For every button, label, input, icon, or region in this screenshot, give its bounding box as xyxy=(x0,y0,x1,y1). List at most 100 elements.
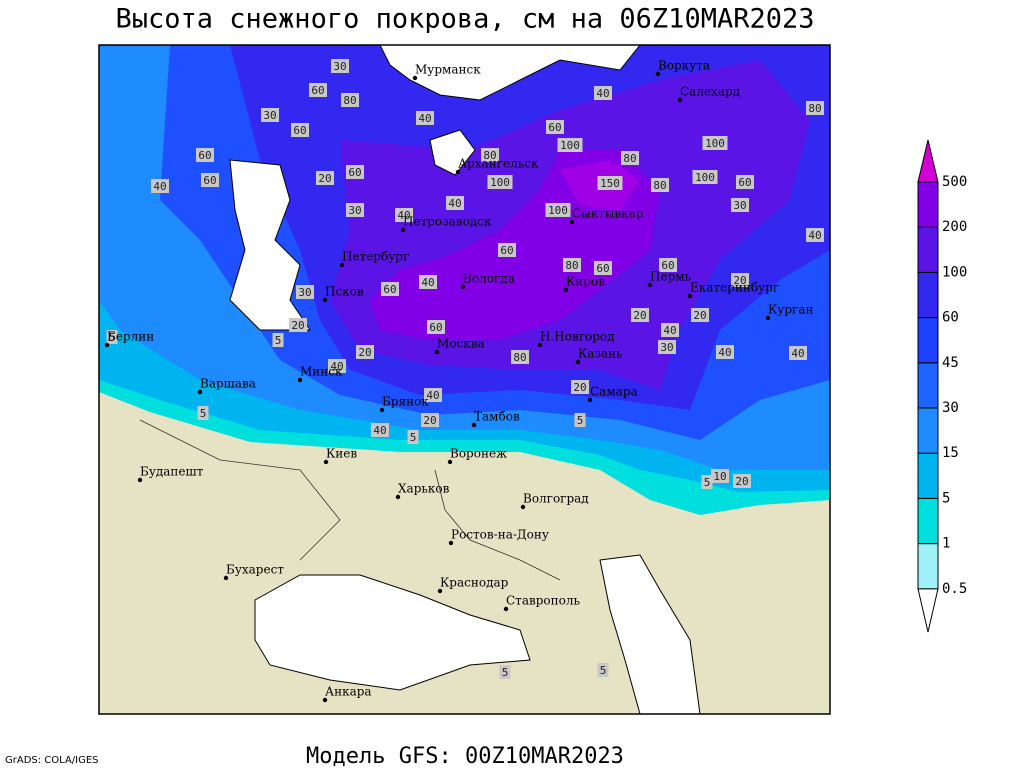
contour-label: 30 xyxy=(333,60,346,73)
legend-cap xyxy=(917,139,939,183)
contour-label-box xyxy=(571,380,589,394)
city-label: Псков xyxy=(325,285,364,299)
legend-swatch xyxy=(917,226,939,273)
contour-label: 80 xyxy=(653,179,666,192)
city-dot xyxy=(297,377,303,383)
city-label: Екатеринбург xyxy=(690,281,779,295)
title: Высота снежного покрова, см на 06Z10MAR2… xyxy=(116,4,815,35)
contour-label: 20 xyxy=(291,319,304,332)
city-label: Мурманск xyxy=(415,63,481,77)
contour-label-box xyxy=(346,203,364,217)
contour-label: 60 xyxy=(738,176,751,189)
legend-swatch xyxy=(917,362,939,409)
city-dot xyxy=(587,397,593,403)
contour-label-box xyxy=(446,196,464,210)
legend-label: 60 xyxy=(942,310,959,326)
contour-label: 40 xyxy=(718,346,731,359)
contour-label-box xyxy=(481,148,499,162)
contour-label-box xyxy=(309,83,327,97)
city-label: Петрозаводск xyxy=(403,215,492,229)
contour-label: 20 xyxy=(423,414,436,427)
contour-label-box xyxy=(291,123,309,137)
city-label: Анкара xyxy=(325,685,372,699)
contour-label-box xyxy=(151,179,169,193)
city-label: Пермь xyxy=(650,270,692,284)
contour-label: 60 xyxy=(203,174,216,187)
contour-label-box xyxy=(341,93,359,107)
contour-label: 40 xyxy=(448,197,461,210)
city-label: Краснодар xyxy=(440,576,509,590)
contour-label-box xyxy=(487,175,513,189)
contour-label: 5 xyxy=(200,407,207,420)
frame xyxy=(98,44,831,715)
contour-label: 5 xyxy=(600,664,607,677)
contour-label: 5 xyxy=(109,331,116,344)
contour-label: 20 xyxy=(733,274,746,287)
city-label: Самара xyxy=(590,385,638,399)
city-label: Казань xyxy=(578,347,623,361)
city-dot xyxy=(569,219,575,225)
contour-label-box xyxy=(289,318,307,332)
footer: Модель GFS: 00Z10MAR2023 xyxy=(306,744,624,768)
city-label: Петербург xyxy=(342,250,409,264)
city-label: Вологда xyxy=(463,272,515,286)
city-dot xyxy=(104,342,110,348)
legend-swatch xyxy=(917,317,939,364)
contour-label-box xyxy=(197,406,209,420)
contour-label-box xyxy=(498,243,516,257)
contour-label-box xyxy=(427,320,445,334)
city-label: Ставрополь xyxy=(506,594,580,608)
contour-label-box xyxy=(658,340,676,354)
city-dot xyxy=(647,282,653,288)
city-dot xyxy=(322,297,328,303)
contour-label-box xyxy=(421,413,439,427)
contour-label: 40 xyxy=(808,229,821,242)
contour-label-box xyxy=(201,173,219,187)
contour-label: 60 xyxy=(548,121,561,134)
city-dot xyxy=(471,422,477,428)
contour-label-box xyxy=(545,203,571,217)
contour-label: 60 xyxy=(661,259,674,272)
contour-label-box xyxy=(659,258,677,272)
credit: GrADS: COLA/IGES xyxy=(5,755,99,766)
contour-label: 60 xyxy=(429,321,442,334)
city-dot xyxy=(137,477,143,483)
contour-label: 40 xyxy=(596,87,609,100)
contour-label: 60 xyxy=(383,283,396,296)
contour-label-box xyxy=(574,413,586,427)
contour-label: 100 xyxy=(560,139,580,152)
contour-label-box xyxy=(296,285,314,299)
baltic-sea xyxy=(229,159,311,331)
contour-label-box xyxy=(424,388,442,402)
legend-label: 500 xyxy=(942,174,967,190)
contour-label-box xyxy=(346,165,364,179)
city-dot xyxy=(437,588,443,594)
city-label: Будапешт xyxy=(140,465,204,479)
contour-label: 40 xyxy=(421,276,434,289)
contour-label-box xyxy=(661,323,679,337)
contour-label-box xyxy=(621,151,639,165)
contour-label-box xyxy=(331,59,349,73)
city-label: Воркута xyxy=(658,59,710,73)
city-label: Ростов-на-Дону xyxy=(451,528,549,542)
contour-label-box xyxy=(407,430,419,444)
contour-label: 5 xyxy=(704,476,711,489)
contour-label-box xyxy=(731,198,749,212)
contour-label: 80 xyxy=(343,94,356,107)
contour-label: 100 xyxy=(548,204,568,217)
contour-label-box xyxy=(702,136,728,150)
contour-label: 30 xyxy=(660,341,673,354)
city-label: Архангельск xyxy=(458,157,539,171)
legend-label: 45 xyxy=(942,355,959,371)
legend-label: 200 xyxy=(942,219,967,235)
contour-label-box xyxy=(597,663,609,677)
legend-label: 5 xyxy=(942,490,950,506)
city-label: Салехард xyxy=(680,85,740,99)
contour-label-box xyxy=(594,86,612,100)
contour-label-box xyxy=(731,273,749,287)
city-label: Сыктывкар xyxy=(572,207,644,221)
city-label: Харьков xyxy=(398,482,450,496)
